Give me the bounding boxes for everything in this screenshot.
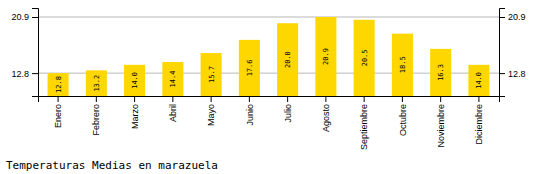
tick-mark bbox=[32, 17, 38, 18]
tick-label: Junio bbox=[245, 104, 255, 126]
tick-mark bbox=[249, 96, 250, 102]
tick-mark bbox=[58, 96, 59, 102]
tick: 20.9 bbox=[499, 12, 526, 22]
tick-mark bbox=[287, 96, 288, 102]
bars bbox=[48, 17, 490, 96]
tick-label: Febrero bbox=[91, 104, 101, 136]
bar bbox=[162, 62, 183, 96]
bar bbox=[315, 17, 336, 96]
tick: Julio bbox=[283, 96, 293, 123]
bar bbox=[468, 65, 489, 96]
grid-line bbox=[38, 17, 499, 18]
tick-label: Marzo bbox=[130, 104, 140, 129]
tick-label: Diciembre bbox=[474, 104, 484, 145]
tick-mark bbox=[499, 17, 505, 18]
title: Temperaturas Medias en marazuela bbox=[6, 159, 218, 172]
tick: Septiembre bbox=[359, 96, 369, 150]
tick-mark bbox=[364, 96, 365, 102]
bar bbox=[48, 73, 69, 96]
plot: 12.8 13.2 14.0 14.4 15.7 17.6 20.0 20.9 20.5 18.5… bbox=[11, 9, 525, 151]
tick-label: Abril bbox=[168, 104, 178, 122]
data-label: 18.5 bbox=[399, 56, 407, 73]
y2-axis: 12.8 20.9 bbox=[499, 9, 526, 97]
tick: Agosto bbox=[321, 96, 331, 132]
tick: 12.8 bbox=[11, 69, 38, 79]
tick: Enero bbox=[53, 96, 63, 128]
data-label: 14.0 bbox=[131, 72, 139, 89]
tick: Diciembre bbox=[474, 96, 484, 145]
bar bbox=[201, 53, 222, 96]
tick-mark bbox=[478, 96, 479, 102]
data-label: 20.9 bbox=[322, 48, 330, 65]
data-label: 14.4 bbox=[169, 71, 177, 88]
tick-mark bbox=[96, 96, 97, 102]
data-label: 14.0 bbox=[475, 72, 483, 89]
data-label: 15.7 bbox=[208, 66, 216, 83]
axis-line bbox=[500, 9, 506, 97]
tick-label: Octubre bbox=[398, 104, 408, 136]
tick: Abril bbox=[168, 96, 178, 122]
grid bbox=[38, 17, 499, 73]
axis-line bbox=[32, 9, 39, 97]
y-axis: 12.8 20.9 bbox=[11, 9, 38, 97]
tick-mark bbox=[134, 96, 135, 102]
tick-mark bbox=[211, 96, 212, 102]
tick: Marzo bbox=[130, 96, 140, 129]
bar bbox=[86, 70, 107, 96]
data-label: 13.2 bbox=[93, 75, 101, 92]
bar bbox=[430, 49, 451, 96]
bar bbox=[239, 40, 260, 96]
bar bbox=[392, 34, 413, 96]
tick-label: Mayo bbox=[206, 104, 216, 126]
data-label: 20.0 bbox=[284, 51, 292, 68]
tick: Febrero bbox=[91, 96, 101, 136]
axis-line bbox=[39, 97, 500, 103]
tick-mark bbox=[172, 96, 173, 102]
tick-label: 20.9 bbox=[11, 12, 29, 22]
tick-label: Agosto bbox=[321, 104, 331, 132]
bar bbox=[124, 65, 145, 96]
data-label: 17.6 bbox=[246, 60, 254, 77]
tick-mark bbox=[325, 96, 326, 102]
tick: Noviembre bbox=[436, 96, 446, 148]
data-label: 16.3 bbox=[437, 64, 445, 81]
tick: Mayo bbox=[206, 96, 216, 126]
tick: 20.9 bbox=[11, 12, 38, 22]
tick-mark bbox=[499, 73, 505, 74]
tick-label: Septiembre bbox=[359, 104, 369, 150]
data-label: 12.8 bbox=[55, 76, 63, 93]
tick-label: Julio bbox=[283, 104, 293, 123]
data-label: 20.5 bbox=[361, 49, 369, 66]
tick-mark bbox=[402, 96, 403, 102]
tick-label: 12.8 bbox=[11, 69, 29, 79]
bar bbox=[354, 20, 375, 96]
bar bbox=[277, 23, 298, 96]
tick-mark bbox=[440, 96, 441, 102]
tick: 12.8 bbox=[499, 69, 526, 79]
data-labels: 12.8 13.2 14.0 14.4 15.7 17.6 20.0 20.9 20.5 18.5… bbox=[55, 48, 484, 93]
tick-label: 12.8 bbox=[508, 69, 526, 79]
tick: Junio bbox=[245, 96, 255, 126]
tick-label: 20.9 bbox=[508, 12, 526, 22]
tick: Octubre bbox=[398, 96, 408, 136]
x-axis: Enero Febrero Marzo Abril Mayo Junio Julio Agos… bbox=[39, 96, 500, 150]
tick-label: Enero bbox=[53, 104, 63, 128]
chart: 12.8 13.2 14.0 14.4 15.7 17.6 20.0 20.9 20.5 18.5… bbox=[0, 0, 537, 174]
tick-mark bbox=[32, 73, 38, 74]
tick-label: Noviembre bbox=[436, 104, 446, 148]
grid-line bbox=[38, 73, 499, 74]
